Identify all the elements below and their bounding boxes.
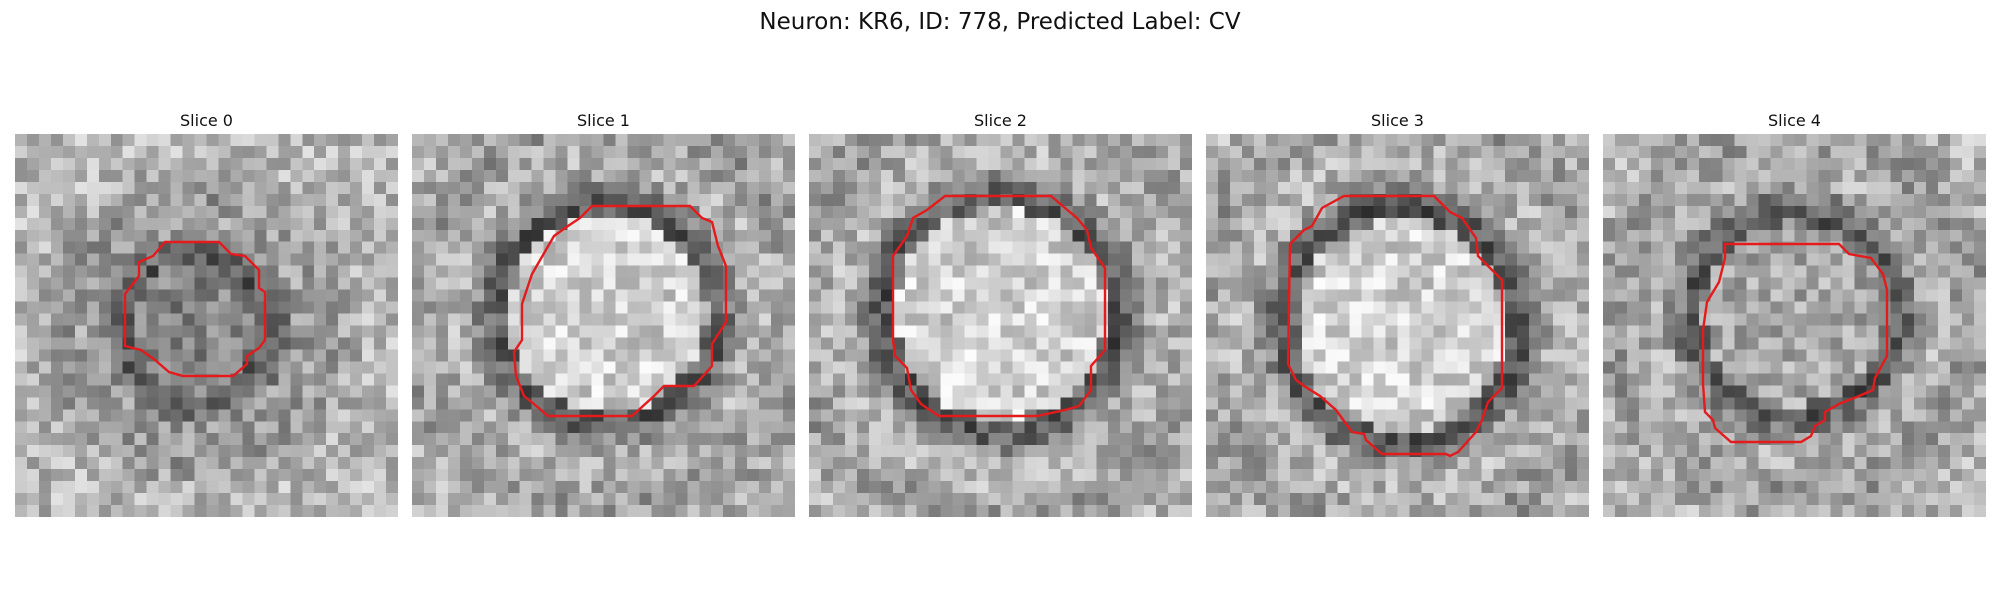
contour-polygon	[1701, 242, 1889, 444]
slice-title-2: Slice 2	[974, 111, 1027, 130]
slice-contour-2	[891, 194, 1107, 418]
slice-title-4: Slice 4	[1768, 111, 1821, 130]
slice-title-0: Slice 0	[180, 111, 233, 130]
slice-contour-1	[512, 204, 728, 418]
slice-contour-4	[1701, 242, 1889, 444]
slice-panel-1: Slice 1	[412, 108, 795, 517]
slice-title-3: Slice 3	[1371, 111, 1424, 130]
figure-title: Neuron: KR6, ID: 778, Predicted Label: C…	[759, 9, 1241, 35]
slice-canvas-4	[1603, 134, 1986, 517]
slice-image-3	[1206, 134, 1589, 517]
slice-title-1: Slice 1	[577, 111, 630, 130]
contour-polygon	[512, 204, 728, 418]
slice-image-0	[15, 134, 398, 517]
slice-contour-0	[123, 240, 267, 378]
slice-panel-2: Slice 2	[809, 108, 1192, 517]
slice-panel-3: Slice 3	[1206, 108, 1589, 517]
slice-contour-3	[1286, 194, 1504, 458]
contour-polygon	[123, 240, 267, 378]
slice-panel-0: Slice 0	[15, 108, 398, 517]
slice-image-1	[412, 134, 795, 517]
slice-panel-4: Slice 4	[1603, 108, 1986, 517]
contour-polygon	[1286, 194, 1504, 458]
slice-image-2	[809, 134, 1192, 517]
contour-polygon	[891, 194, 1107, 418]
slice-image-4	[1603, 134, 1986, 517]
slice-canvas-1	[412, 134, 795, 517]
slice-canvas-0	[15, 134, 398, 517]
slice-canvas-2	[809, 134, 1192, 517]
